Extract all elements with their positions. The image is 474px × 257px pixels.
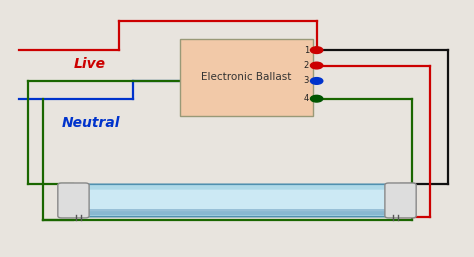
FancyBboxPatch shape bbox=[77, 184, 397, 217]
Text: Live: Live bbox=[73, 57, 106, 71]
FancyBboxPatch shape bbox=[88, 190, 386, 211]
Text: 4: 4 bbox=[304, 94, 309, 103]
FancyBboxPatch shape bbox=[81, 209, 393, 215]
Text: Electronic Ballast: Electronic Ballast bbox=[201, 72, 292, 82]
Circle shape bbox=[310, 95, 323, 102]
FancyBboxPatch shape bbox=[385, 183, 416, 218]
Text: 1: 1 bbox=[304, 45, 309, 55]
Text: Neutral: Neutral bbox=[62, 116, 120, 130]
FancyBboxPatch shape bbox=[58, 183, 89, 218]
Text: 3: 3 bbox=[304, 76, 309, 86]
Circle shape bbox=[310, 47, 323, 53]
Text: 2: 2 bbox=[304, 61, 309, 70]
Circle shape bbox=[310, 62, 323, 69]
Circle shape bbox=[310, 78, 323, 84]
FancyBboxPatch shape bbox=[180, 39, 313, 116]
